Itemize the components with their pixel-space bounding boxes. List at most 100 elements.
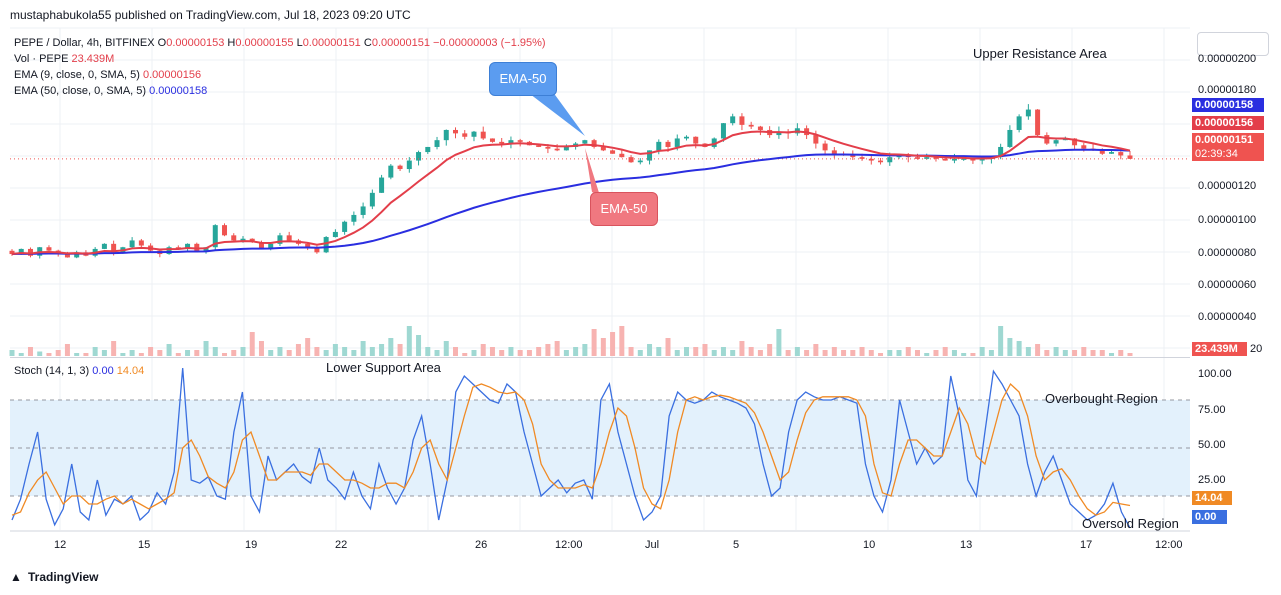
ema50-legend[interactable]: EMA (50, close, 0, SMA, 5) 0.00000158 [14, 85, 207, 97]
y-tick: 0.00000200 [1198, 53, 1257, 65]
volume-bar [637, 350, 643, 356]
volume-bar [277, 347, 283, 356]
candle-body [1072, 138, 1078, 146]
candle-body [397, 165, 403, 170]
volume-bar [74, 353, 80, 356]
volume-bar [268, 350, 274, 356]
x-tick: 10 [863, 539, 876, 551]
overbought-label: Overbought Region [1045, 391, 1158, 406]
candle-body [970, 158, 976, 161]
candle-body [443, 129, 449, 141]
volume-bar [1090, 350, 1096, 356]
candle-body [748, 124, 754, 127]
x-tick: 12 [54, 539, 67, 551]
volume-bar [951, 350, 957, 356]
volume-bar [1053, 347, 1059, 356]
tradingview-logo[interactable]: ▲ TradingView [10, 570, 98, 584]
y-tick: 0.00000180 [1198, 84, 1257, 96]
candle-body [665, 141, 671, 147]
volume-bar [905, 347, 911, 356]
candle-body [240, 238, 246, 241]
candle-body [933, 157, 939, 159]
volume-bar [804, 350, 810, 356]
volume-bar [9, 350, 15, 356]
stoch-d-value: 14.04 [116, 365, 145, 377]
volume-bar [942, 347, 948, 356]
symbol-legend[interactable]: PEPE / Dollar, 4h, BITFINEX O0.00000153 … [14, 37, 546, 49]
stoch-y-tick: 25.00 [1198, 474, 1226, 486]
ema9-legend[interactable]: EMA (9, close, 0, SMA, 5) 0.00000156 [14, 69, 201, 81]
volume-bar [961, 353, 967, 356]
x-tick: 26 [475, 539, 488, 551]
volume-bar [1044, 350, 1050, 356]
ema50-callout-bottom[interactable]: EMA-50 [590, 192, 658, 226]
candle-body [757, 126, 763, 130]
candle-body [314, 247, 320, 253]
volume-bar [1016, 341, 1022, 356]
ema50-label: EMA (50, close, 0, SMA, 5) [14, 85, 147, 97]
volume-bar [610, 332, 616, 356]
candle-body [610, 150, 616, 154]
volume-bar [591, 329, 597, 356]
volume-bar [767, 344, 773, 356]
x-tick: 12:00 [1155, 539, 1183, 551]
candle-body [831, 150, 837, 154]
candle-body [591, 140, 597, 147]
x-tick: 13 [960, 539, 973, 551]
chart-widget-button[interactable] [1197, 32, 1269, 56]
volume-bar [526, 350, 532, 356]
candle-body [499, 141, 505, 144]
ema9-value: 0.00000156 [143, 69, 202, 81]
candle-body [268, 243, 274, 249]
volume-bar [702, 344, 708, 356]
candle-body [342, 221, 348, 232]
stoch-legend[interactable]: Stoch (14, 1, 3) 0.00 14.04 [14, 365, 144, 377]
candle-body [554, 148, 560, 151]
volume-bar [536, 347, 542, 356]
volume-bar [545, 344, 551, 356]
stoch-y-tick: 50.00 [1198, 439, 1226, 451]
countdown-tag: 02:39:34 [1192, 147, 1264, 161]
candle-body [942, 158, 948, 161]
volume-legend[interactable]: Vol · PEPE 23.439M [14, 53, 114, 65]
x-tick: 5 [733, 539, 740, 551]
volume-bar [194, 350, 200, 356]
ema50-value: 0.00000158 [149, 85, 208, 97]
ema50-callout-top[interactable]: EMA-50 [489, 62, 557, 96]
candle-body [231, 235, 237, 241]
volume-bar [212, 347, 218, 356]
candle-body [360, 206, 366, 215]
volume-bar [185, 350, 191, 356]
volume-bar [776, 329, 782, 356]
candle-body [683, 136, 689, 139]
candle-body [850, 155, 856, 158]
volume-bar [138, 353, 144, 356]
candle-body [822, 143, 828, 151]
callout-pointers [530, 88, 600, 196]
volume-bar [37, 351, 43, 356]
volume-bar [647, 344, 653, 356]
volume-bar [859, 347, 865, 356]
volume-bar [517, 350, 523, 356]
volume-bar [1007, 338, 1013, 356]
candle-body [508, 140, 514, 144]
candle-body [878, 160, 884, 163]
volume-bar [129, 350, 135, 356]
high-value: 0.00000155 [235, 37, 294, 49]
volume-bar [55, 350, 61, 356]
volume-bar [850, 350, 856, 356]
volume-bar [416, 335, 422, 356]
volume-bar [406, 326, 412, 356]
stoch-d-tag: 14.04 [1192, 491, 1232, 505]
x-tick: 15 [138, 539, 151, 551]
volume-bar [720, 347, 726, 356]
candle-body [286, 235, 292, 241]
vol-value: 23.439M [71, 53, 115, 65]
candle-body [9, 250, 15, 255]
volume-bar [739, 341, 745, 356]
volume-bar [148, 347, 154, 356]
candle-body [194, 243, 200, 251]
candle-body [166, 247, 172, 255]
low-value: 0.00000151 [302, 37, 361, 49]
